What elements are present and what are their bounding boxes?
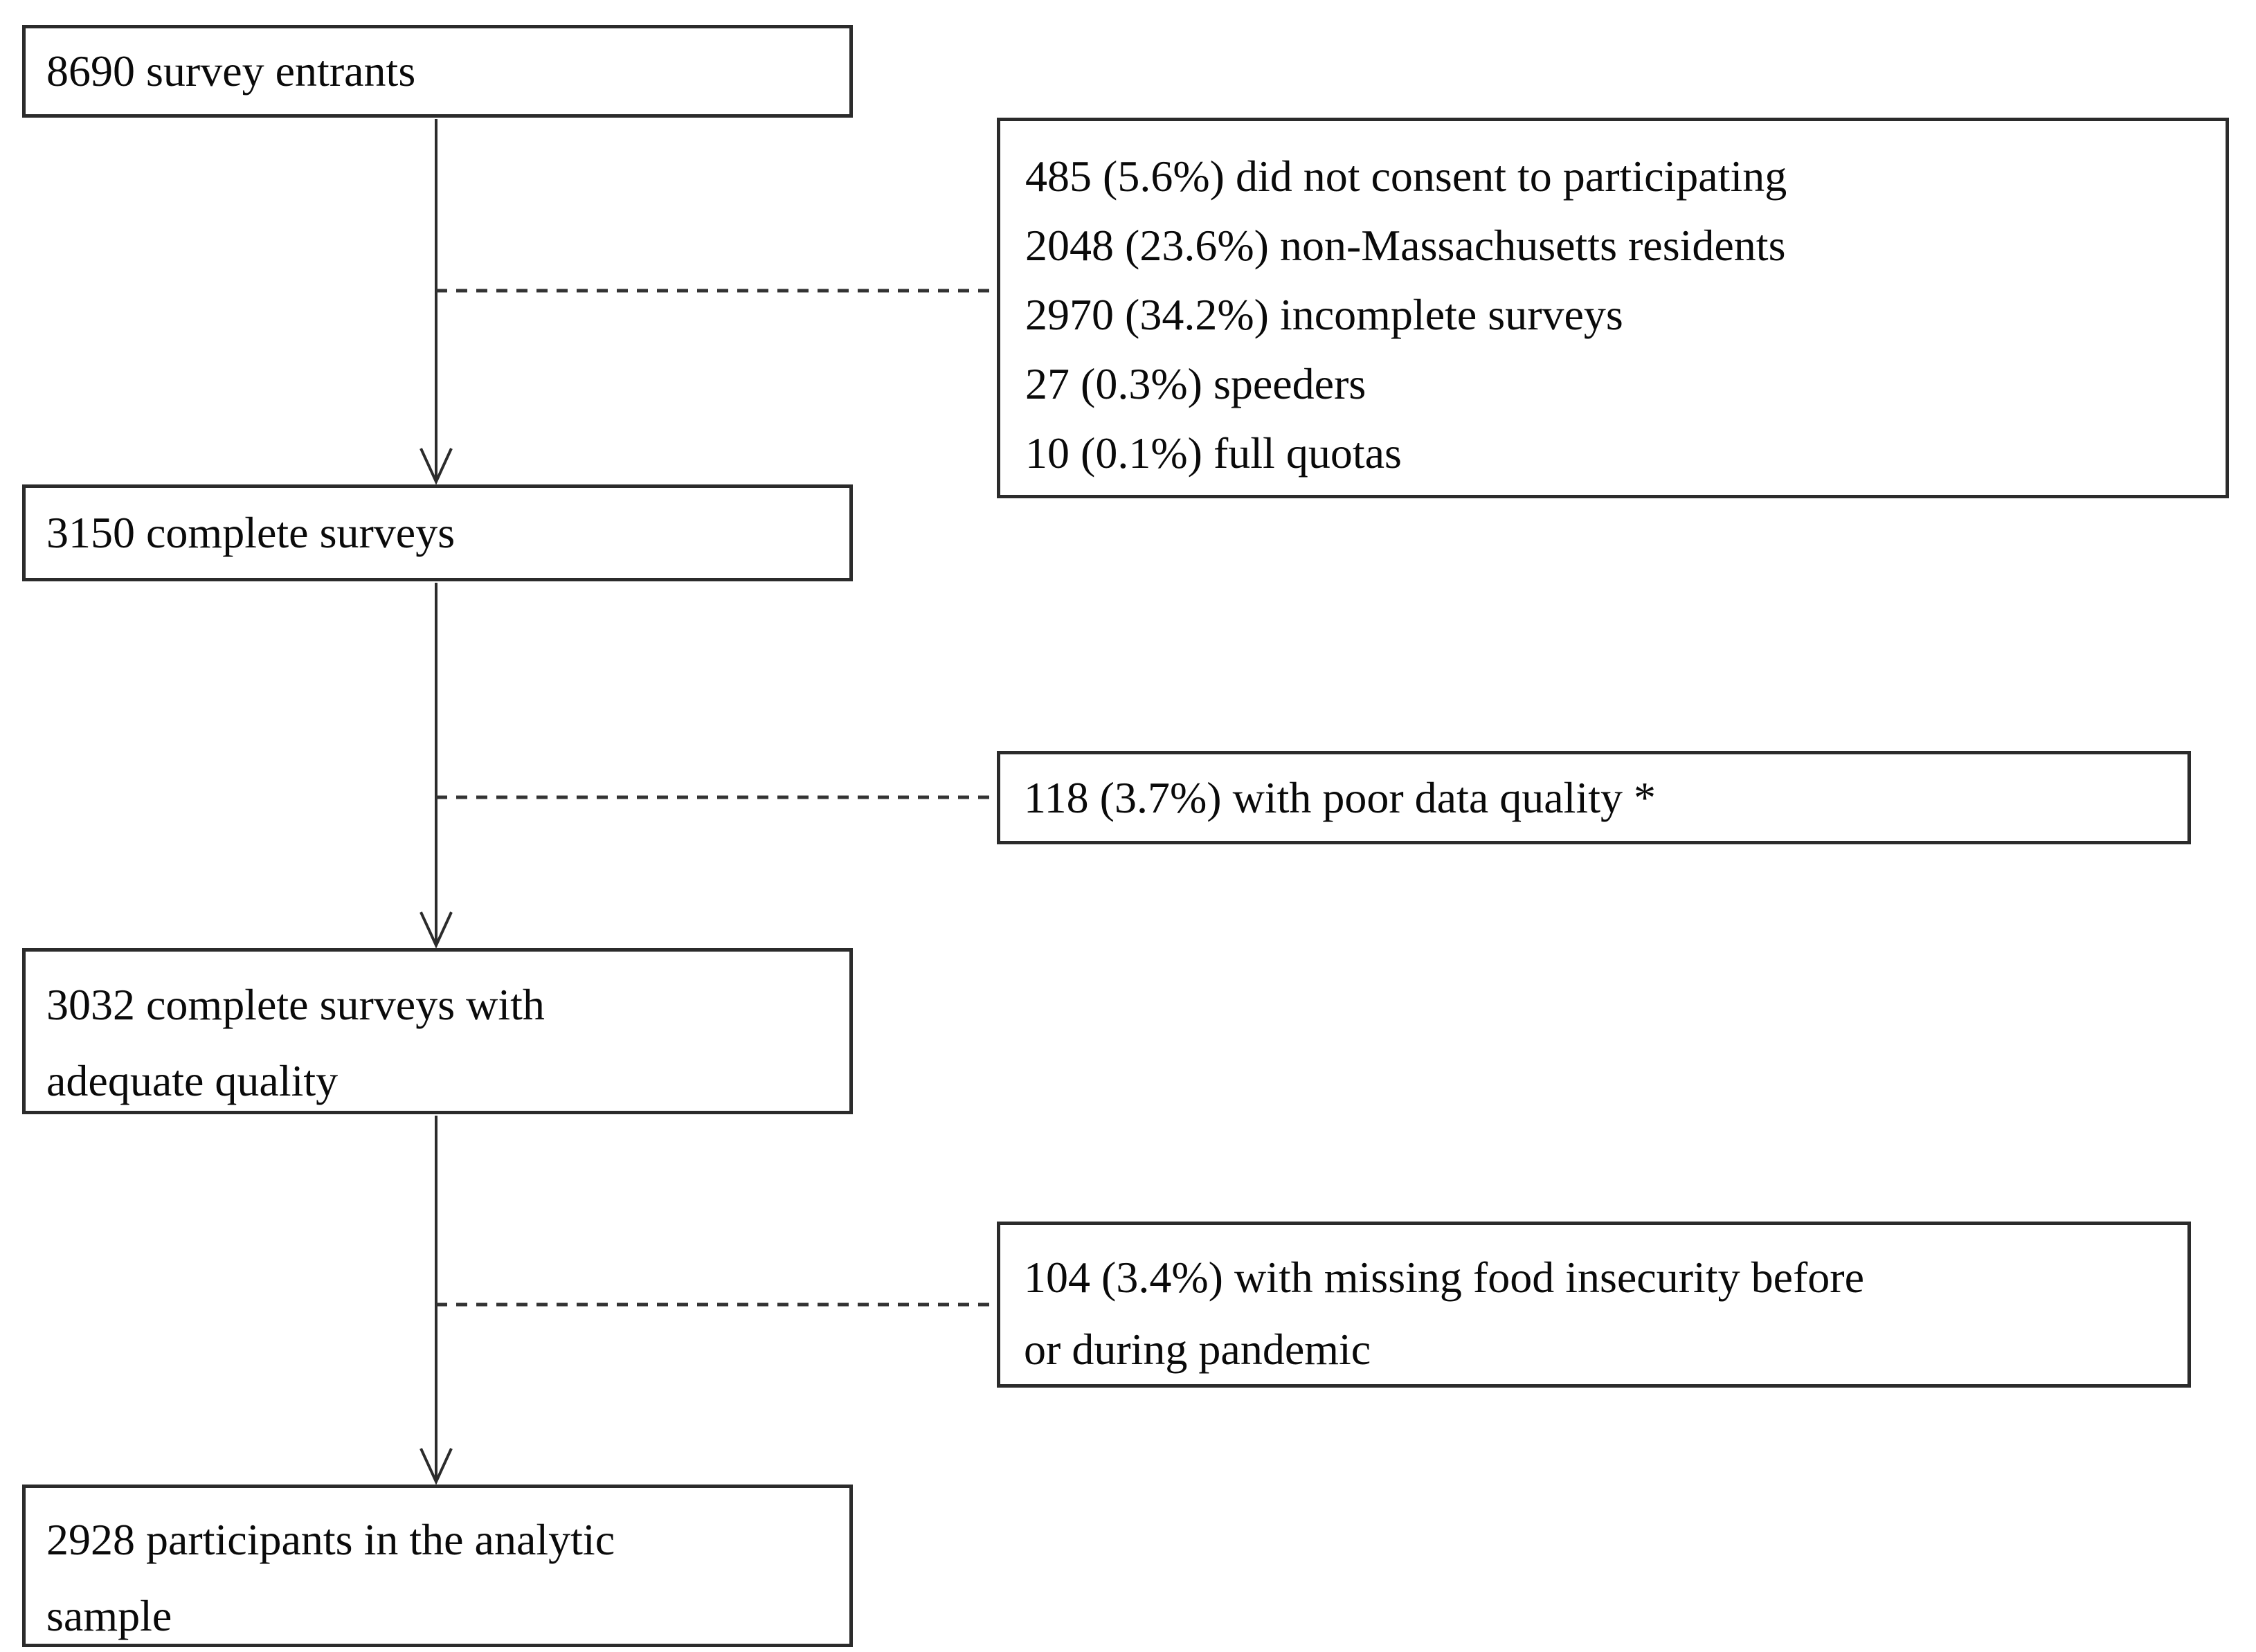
exclusion-line: 10 (0.1%) full quotas — [1025, 428, 1402, 478]
box-survey-entrants: 8690 survey entrants — [22, 25, 853, 118]
missing-food-insecurity-line: 104 (3.4%) with missing food insecurity … — [1024, 1253, 1864, 1302]
exclusion-line: 2048 (23.6%) non-Massachusetts residents — [1025, 221, 1786, 270]
box-exclusions-stage2: 118 (3.7%) with poor data quality * — [997, 751, 2191, 844]
missing-food-insecurity-line: or during pandemic — [1024, 1325, 1371, 1374]
arrowhead-stage3-icon — [419, 1448, 453, 1485]
box-exclusions-stage3: 104 (3.4%) with missing food insecurity … — [997, 1222, 2191, 1388]
adequate-quality-line: 3032 complete surveys with — [46, 980, 545, 1029]
exclusion-line: 485 (5.6%) did not consent to participat… — [1025, 152, 1787, 201]
survey-entrants-label: 8690 survey entrants — [46, 46, 416, 96]
arrowhead-stage1-icon — [419, 448, 453, 485]
box-adequate-quality: 3032 complete surveys with adequate qual… — [22, 948, 853, 1114]
analytic-sample-line: sample — [46, 1591, 172, 1640]
poor-quality-label: 118 (3.7%) with poor data quality * — [1024, 772, 1656, 822]
analytic-sample-line: 2928 participants in the analytic — [46, 1515, 615, 1564]
box-complete-surveys: 3150 complete surveys — [22, 484, 853, 581]
exclusion-line: 27 (0.3%) speeders — [1025, 359, 1366, 408]
complete-surveys-label: 3150 complete surveys — [46, 508, 455, 557]
arrowhead-stage2-icon — [419, 911, 453, 949]
box-exclusions-stage1: 485 (5.6%) did not consent to participat… — [997, 118, 2229, 498]
adequate-quality-line: adequate quality — [46, 1056, 339, 1105]
box-analytic-sample: 2928 participants in the analytic sample — [22, 1485, 853, 1647]
exclusion-line: 2970 (34.2%) incomplete surveys — [1025, 290, 1623, 339]
